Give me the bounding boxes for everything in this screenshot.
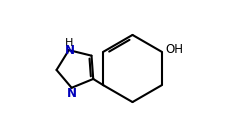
Text: OH: OH [165,43,183,56]
Text: N: N [65,44,75,57]
Text: H: H [65,38,74,48]
Text: N: N [67,87,77,100]
